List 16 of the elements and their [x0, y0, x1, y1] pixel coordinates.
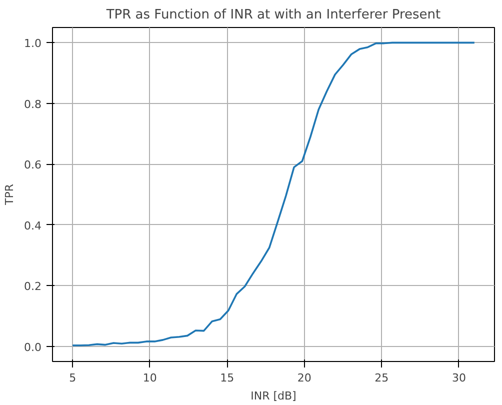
x-tick-label: 30: [452, 372, 466, 384]
x-tick-label: 5: [69, 372, 76, 384]
y-tick-label: 0.4: [24, 219, 42, 232]
x-tick-label: 25: [374, 372, 389, 384]
y-axis-title: TPR: [3, 184, 16, 206]
y-tick-label: 0.0: [24, 340, 42, 354]
x-tick-label: 15: [220, 372, 234, 384]
x-tick-label: 10: [142, 372, 157, 384]
y-tick-label: 0.2: [24, 280, 42, 294]
y-tick-label: 0.8: [24, 98, 42, 111]
x-axis-title: INR [dB]: [250, 390, 296, 402]
line-series: [72, 42, 476, 346]
y-tick-label: 0.6: [24, 158, 42, 172]
x-tick-label: 20: [297, 372, 312, 384]
y-tick-label: 1.0: [24, 37, 42, 50]
chart-title: TPR as Function of INR at with an Interferer Present: [105, 8, 441, 22]
